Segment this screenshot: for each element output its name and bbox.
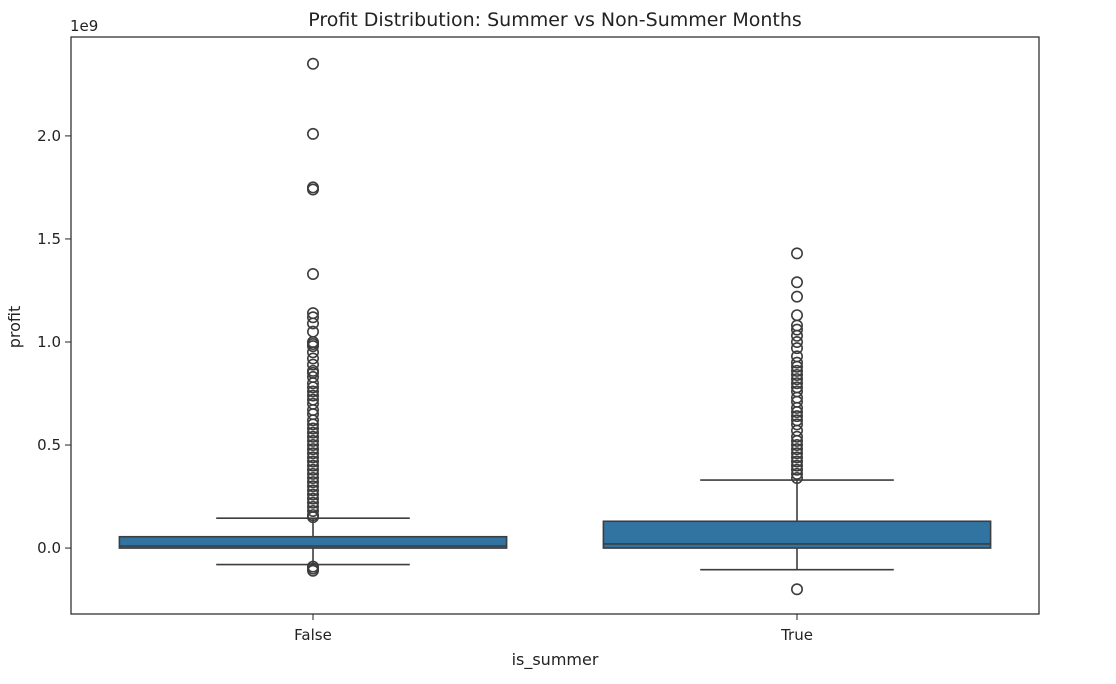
outlier-point bbox=[790, 463, 803, 476]
outlier-point bbox=[790, 410, 803, 423]
outlier-point bbox=[306, 352, 319, 365]
outlier-point bbox=[306, 463, 319, 476]
outlier-point bbox=[306, 377, 319, 390]
outlier-point bbox=[790, 418, 803, 431]
outlier-point bbox=[306, 311, 319, 324]
outlier-point bbox=[306, 340, 319, 353]
y-tick-label: 2.0 bbox=[37, 127, 61, 145]
iqr-box bbox=[118, 535, 508, 549]
outlier-point bbox=[306, 451, 319, 464]
outlier-point bbox=[790, 459, 803, 472]
outlier-point bbox=[790, 406, 803, 419]
outlier-point bbox=[306, 484, 319, 497]
y-tick-label: 1.5 bbox=[37, 230, 61, 248]
outlier-point bbox=[790, 451, 803, 464]
x-tick-label: False bbox=[294, 626, 332, 644]
outlier-point bbox=[306, 443, 319, 456]
outlier-point bbox=[790, 583, 803, 596]
outlier-point bbox=[306, 564, 319, 577]
outlier-point bbox=[790, 356, 803, 369]
box-group-false bbox=[118, 57, 508, 577]
outlier-point bbox=[790, 360, 803, 373]
outlier-point bbox=[790, 455, 803, 468]
outlier-point bbox=[306, 488, 319, 501]
outlier-point bbox=[306, 459, 319, 472]
outlier-point bbox=[306, 455, 319, 468]
outlier-point bbox=[790, 471, 803, 484]
outlier-point bbox=[306, 358, 319, 371]
outlier-point bbox=[306, 467, 319, 480]
outlier-point bbox=[306, 127, 319, 140]
outlier-point bbox=[790, 364, 803, 377]
outlier-point bbox=[306, 511, 319, 524]
plot-frame bbox=[70, 36, 1040, 615]
outlier-point bbox=[306, 267, 319, 280]
y-axis-label: profit bbox=[5, 306, 24, 349]
outlier-point bbox=[306, 317, 319, 330]
outlier-point bbox=[306, 183, 319, 196]
outlier-point bbox=[790, 335, 803, 348]
x-axis-label: is_summer bbox=[512, 650, 599, 670]
outlier-point bbox=[306, 426, 319, 439]
outlier-point bbox=[790, 247, 803, 260]
outlier-point bbox=[306, 414, 319, 427]
outlier-point bbox=[790, 443, 803, 456]
y-tick-label: 0.0 bbox=[37, 539, 61, 557]
outlier-point bbox=[306, 389, 319, 402]
outlier-point bbox=[306, 422, 319, 435]
outlier-point bbox=[790, 309, 803, 322]
outlier-point bbox=[306, 385, 319, 398]
outlier-point bbox=[306, 447, 319, 460]
y-axis-offset-label: 1e9 bbox=[70, 17, 98, 35]
outlier-point bbox=[790, 401, 803, 414]
outlier-point bbox=[790, 430, 803, 443]
outlier-point bbox=[790, 368, 803, 381]
plot-area bbox=[118, 57, 992, 596]
outlier-point bbox=[790, 467, 803, 480]
x-tick-label: True bbox=[780, 626, 813, 644]
outlier-point bbox=[306, 418, 319, 431]
outlier-point bbox=[306, 480, 319, 493]
outlier-point bbox=[790, 276, 803, 289]
outlier-point bbox=[306, 381, 319, 394]
outlier-point bbox=[306, 430, 319, 443]
outlier-point bbox=[790, 323, 803, 336]
outlier-point bbox=[790, 373, 803, 386]
outlier-point bbox=[306, 476, 319, 489]
outlier-point bbox=[790, 439, 803, 452]
outlier-point bbox=[306, 471, 319, 484]
outlier-point bbox=[306, 434, 319, 447]
outlier-point bbox=[790, 434, 803, 447]
outlier-point bbox=[306, 504, 319, 517]
outlier-point bbox=[790, 342, 803, 355]
outlier-point bbox=[306, 496, 319, 509]
y-tick-label: 1.0 bbox=[37, 333, 61, 351]
outlier-point bbox=[306, 439, 319, 452]
box-group-true bbox=[602, 247, 992, 596]
outlier-point bbox=[790, 290, 803, 303]
outlier-point bbox=[790, 329, 803, 342]
outlier-point bbox=[306, 492, 319, 505]
outlier-point bbox=[790, 447, 803, 460]
y-tick-label: 0.5 bbox=[37, 436, 61, 454]
outlier-point bbox=[306, 57, 319, 70]
outlier-point bbox=[306, 346, 319, 359]
chart-title: Profit Distribution: Summer vs Non-Summe… bbox=[308, 9, 802, 31]
outlier-point bbox=[790, 377, 803, 390]
